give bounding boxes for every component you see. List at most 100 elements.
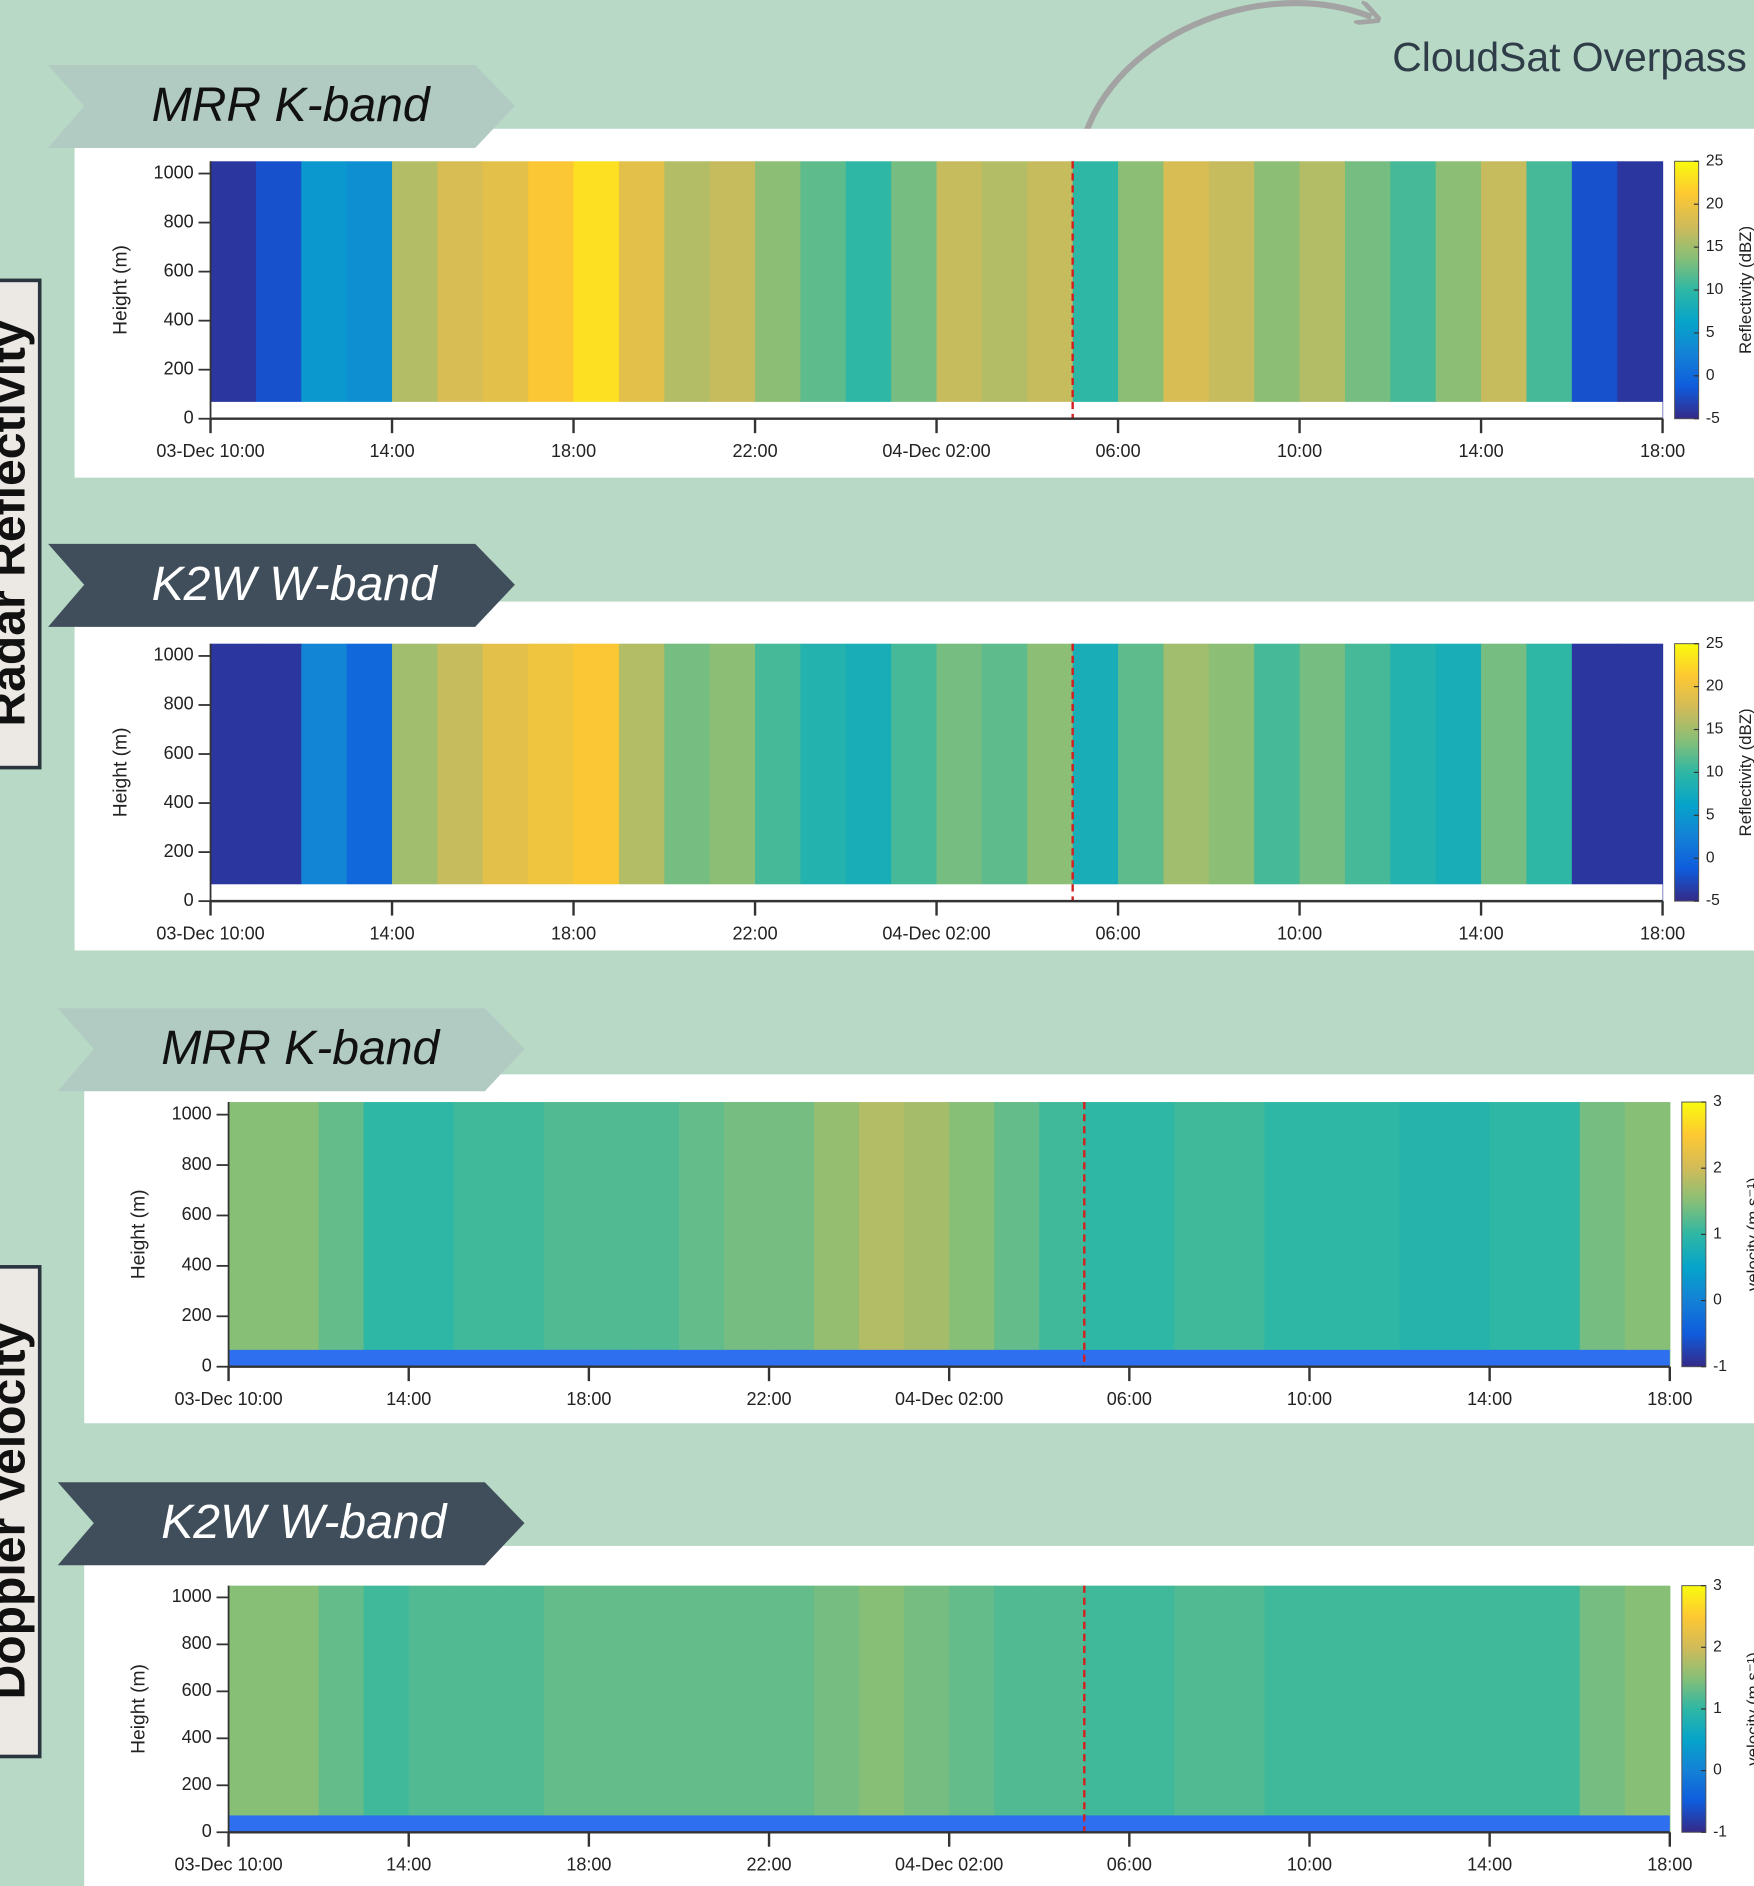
heat-column [769,1585,815,1833]
heat-column [346,643,393,902]
heat-column [633,1102,680,1367]
y-tick-label: 1000 [154,645,194,665]
heat-column [318,1102,365,1367]
heat-column [678,1585,725,1833]
heat-column [664,643,711,902]
heat-column [1571,161,1618,419]
heat-column [1072,643,1119,902]
heat-column [755,161,802,419]
y-tick-label: 0 [184,407,194,427]
heat-column [1264,1102,1311,1367]
heat-column [1526,643,1573,902]
heat-column [255,643,302,902]
heat-column [723,1102,770,1367]
heat-column [228,1102,275,1367]
colorbar-tick-label: 20 [1706,678,1724,695]
heat-column [255,161,302,419]
colorbar-tick-label: -1 [1713,1823,1727,1840]
heat-column [1027,161,1074,419]
x-tick-label: 10:00 [1287,1389,1332,1409]
heat-column [1254,161,1301,419]
heat-column [1344,161,1391,419]
colorbar-tick-label: 2 [1713,1638,1722,1655]
colorbar-label: Reflectivity (dBZ) [1736,708,1754,836]
colorbar-tick-label: -5 [1706,892,1720,909]
heat-column [1344,643,1391,902]
heat-column [1534,1102,1581,1367]
colorbar-tick-label: 15 [1706,721,1724,738]
heat-column [981,161,1028,419]
colorbar-tick-label: -1 [1713,1358,1727,1375]
heat-column [800,161,847,419]
y-axis-label: Height (m) [111,728,132,818]
heat-column [210,643,257,902]
heat-column [633,1585,680,1833]
heat-column [482,161,529,419]
colorbar-tick-label: 25 [1706,635,1724,652]
heat-column [800,643,847,902]
heat-column [408,1585,455,1833]
x-tick-label: 22:00 [732,441,777,461]
y-tick-label: 800 [182,1633,212,1653]
x-tick-label: 22:00 [746,1389,791,1409]
y-tick-label: 200 [164,358,194,378]
y-axis-label: Height (m) [129,1664,150,1754]
heat-column [709,161,756,419]
x-tick-label: 14:00 [1467,1855,1512,1875]
heat-column [588,1102,635,1367]
colorbar-label: velocity (m s⁻¹) [1743,1178,1754,1292]
heat-column [859,1585,905,1833]
y-tick-label: 200 [182,1305,212,1325]
heat-column [814,1102,860,1367]
colorbar-tick-label: 0 [1713,1762,1722,1779]
colorbar-tick-label: 25 [1706,152,1724,169]
heat-column [618,161,665,419]
heat-column [1254,643,1301,902]
y-tick-label: 800 [164,211,194,231]
colorbar-label: velocity (m s⁻¹) [1743,1652,1754,1766]
x-tick-label: 18:00 [1647,1855,1692,1875]
heat-column [1579,1585,1626,1833]
heat-column [273,1102,320,1367]
x-tick-label: 22:00 [746,1855,791,1875]
heat-column [1039,1585,1085,1833]
x-tick-label: 14:00 [386,1389,431,1409]
heat-column [1579,1102,1626,1367]
title-ribbon [48,65,515,149]
heat-column [664,161,711,419]
colorbar-label: Reflectivity (dBZ) [1736,226,1754,354]
x-tick-label: 03-Dec 10:00 [156,924,264,944]
heat-column [1624,1585,1671,1833]
heat-column [1264,1585,1311,1833]
x-tick-label: 06:00 [1107,1389,1152,1409]
y-tick-label: 0 [184,890,194,910]
heat-column [678,1102,725,1367]
colorbar-tick-label: 20 [1706,195,1724,212]
colorbar-tick-label: 0 [1706,367,1715,384]
heat-column [859,1102,905,1367]
heat-column [1208,161,1255,419]
heat-column [1299,161,1346,419]
heat-column [814,1585,860,1833]
heat-column [1174,1102,1221,1367]
x-tick-label: 04-Dec 02:00 [895,1389,1003,1409]
colorbar-tick-label: 3 [1713,1577,1722,1594]
heat-column [1039,1102,1085,1367]
heat-column [723,1585,770,1833]
heat-column [392,161,439,419]
panel-title: MRR K-band [152,78,432,132]
heat-column [904,1102,950,1367]
heat-column [1399,1102,1446,1367]
heat-column [543,1585,590,1833]
x-tick-label: 03-Dec 10:00 [174,1389,282,1409]
x-tick-label: 06:00 [1107,1855,1152,1875]
heat-column [1027,643,1074,902]
heat-column [573,161,620,419]
heat-column [1617,161,1664,419]
x-tick-label: 18:00 [1647,1389,1692,1409]
heat-column [301,643,348,902]
y-tick-label: 1000 [154,162,194,182]
colorbar-tick-label: 5 [1706,324,1715,341]
heat-column [994,1102,1040,1367]
heat-column [769,1102,815,1367]
